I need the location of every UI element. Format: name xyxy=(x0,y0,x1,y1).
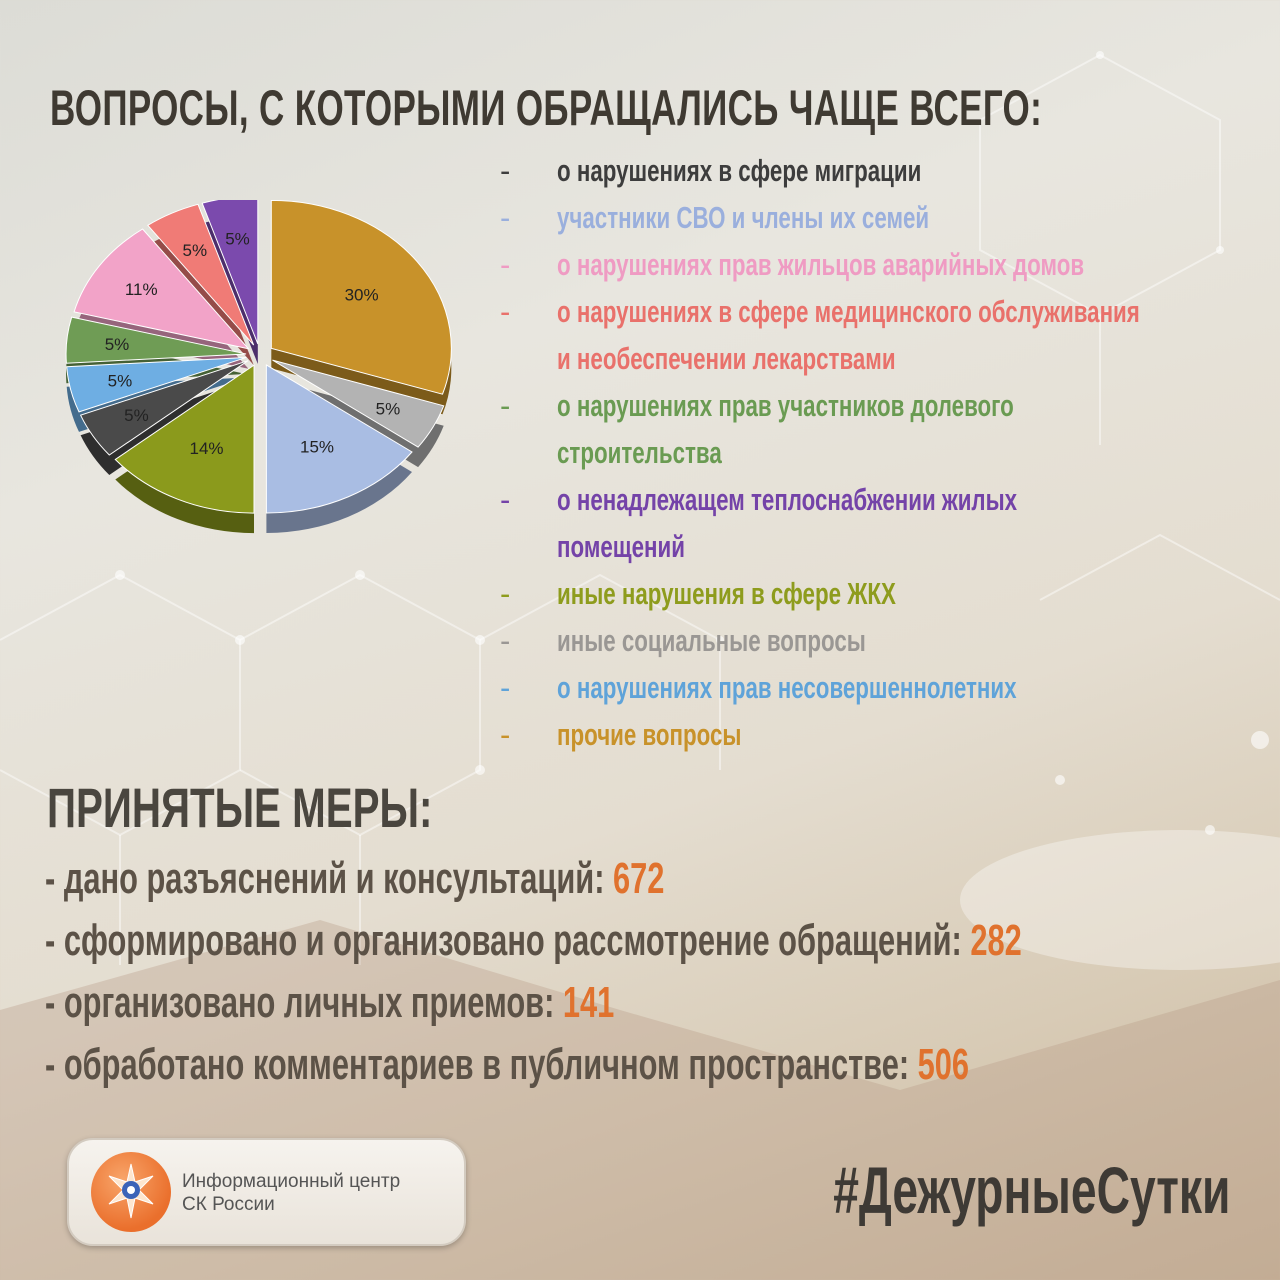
pie-slice xyxy=(114,364,255,514)
measure-label: - организовано личных приемов: xyxy=(45,978,563,1027)
measure-value: 141 xyxy=(562,978,615,1027)
legend-dash: - xyxy=(500,200,511,235)
measure-item: - обработано комментариев в публичном пр… xyxy=(45,1034,1275,1096)
legend-dash: - xyxy=(500,623,511,658)
measure-label: - дано разъяснений и консультаций: xyxy=(45,854,614,903)
legend-label: о нарушениях в сфере миграции xyxy=(557,153,922,188)
logo-line-2: СК России xyxy=(182,1194,275,1215)
pie-slice-label: 11% xyxy=(125,280,158,299)
pie-slice xyxy=(73,228,250,350)
legend-label: о нарушениях прав участников долевого ст… xyxy=(557,388,1014,470)
pie-slice-label: 5% xyxy=(183,241,208,260)
measure-item: - организовано личных приемов: 141 xyxy=(45,972,1275,1034)
page-title: ВОПРОСЫ, С КОТОРЫМИ ОБРАЩАЛИСЬ ЧАЩЕ ВСЕГ… xyxy=(50,80,1043,136)
measure-line: - дано разъяснений и консультаций: 672 xyxy=(45,848,664,910)
measure-label: - сформировано и организовано рассмотрен… xyxy=(45,916,971,965)
legend-dash: - xyxy=(500,576,511,611)
pie-slice xyxy=(265,364,413,514)
legend-label: участники СВО и члены их семей xyxy=(557,200,930,235)
pie-slice-label: 30% xyxy=(345,286,379,305)
measures-heading: ПРИНЯТЫЕ МЕРЫ: xyxy=(47,776,433,839)
pie-slice xyxy=(272,359,445,448)
legend-label: иные нарушения в сфере ЖКХ xyxy=(557,576,896,611)
legend-item: - о нарушениях прав несовершеннолетних xyxy=(495,664,1255,711)
measure-item: - дано разъяснений и консультаций: 672 xyxy=(45,848,1275,910)
legend-item: - о нарушениях в сфере миграции xyxy=(495,147,1255,194)
pie-slice xyxy=(147,203,255,346)
pie-chart: 30% 5% 15% 14% 5% 5% 5% 11% 5% 5% xyxy=(65,200,452,534)
legend-item: - прочие вопросы xyxy=(495,711,1255,758)
logo-card[interactable]: Информационный центр СК России xyxy=(67,1138,466,1246)
legend-item: - о нарушениях прав жильцов аварийных дом… xyxy=(495,241,1255,288)
measure-label: - обработано комментариев в публичном пр… xyxy=(45,1040,918,1089)
pie-top-layer xyxy=(65,200,452,514)
legend-item: - участники СВО и члены их семей xyxy=(495,194,1255,241)
sk-emblem-icon xyxy=(91,1152,171,1232)
pie-slice-label: 5% xyxy=(108,372,133,391)
measure-line: - сформировано и организовано рассмотрен… xyxy=(45,910,1022,972)
measure-line: - организовано личных приемов: 141 xyxy=(45,972,614,1034)
measures-list: - дано разъяснений и консультаций: 672- … xyxy=(45,848,1275,1096)
pie-slice-label: 5% xyxy=(376,400,401,419)
measure-value: 282 xyxy=(970,916,1022,965)
legend: - о нарушениях в сфере миграции - участники… xyxy=(495,147,1255,758)
pie-slice-label: 5% xyxy=(105,335,130,354)
legend-dash: - xyxy=(500,153,511,188)
legend-label: о нарушениях в сфере медицинского обслуж… xyxy=(557,294,1140,376)
legend-label: о нарушениях прав несовершеннолетних xyxy=(557,670,1017,705)
legend-item: - о нарушениях в сфере медицинского обслу… xyxy=(495,288,1255,382)
pie-labels-layer: 30% 5% 15% 14% 5% 5% 5% 11% 5% 5% xyxy=(105,230,400,459)
pie-slice xyxy=(270,200,452,395)
pie-slice xyxy=(201,200,259,345)
legend-dash: - xyxy=(500,717,511,752)
measure-value: 506 xyxy=(917,1040,970,1089)
legend-dash: - xyxy=(500,670,511,705)
legend-dash: - xyxy=(500,247,511,282)
pie-slice-label: 14% xyxy=(189,439,223,458)
legend-label: о нарушениях прав жильцов аварийных домо… xyxy=(557,247,1085,282)
pie-slice-label: 15% xyxy=(300,438,334,457)
legend-item: - иные социальные вопросы xyxy=(495,617,1255,664)
pie-slice-label: 5% xyxy=(225,230,250,249)
legend-dash: - xyxy=(500,294,511,329)
legend-item: - о нарушениях прав участников долевого с… xyxy=(495,382,1255,476)
legend-label: о ненадлежащем теплоснабжении жилых поме… xyxy=(557,482,1018,564)
legend-dash: - xyxy=(500,482,511,517)
hashtag[interactable]: #ДежурныеСутки xyxy=(832,1153,1230,1227)
pie-slice-label: 5% xyxy=(124,406,149,425)
pie-slice xyxy=(79,360,249,456)
measure-value: 672 xyxy=(613,854,665,903)
pie-slice xyxy=(65,316,247,364)
measure-line: - обработано комментариев в публичном пр… xyxy=(45,1034,969,1096)
legend-item: - о ненадлежащем теплоснабжении жилых пом… xyxy=(495,476,1255,570)
measure-item: - сформировано и организовано рассмотрен… xyxy=(45,910,1275,972)
logo-line-1: Информационный центр xyxy=(182,1171,401,1192)
logo-text: Информационный центр СК России xyxy=(182,1170,400,1216)
legend-dash: - xyxy=(500,388,511,423)
pie-slice xyxy=(66,356,247,413)
legend-label: прочие вопросы xyxy=(557,717,742,752)
legend-item: - иные нарушения в сфере ЖКХ xyxy=(495,570,1255,617)
legend-label: иные социальные вопросы xyxy=(557,623,866,658)
